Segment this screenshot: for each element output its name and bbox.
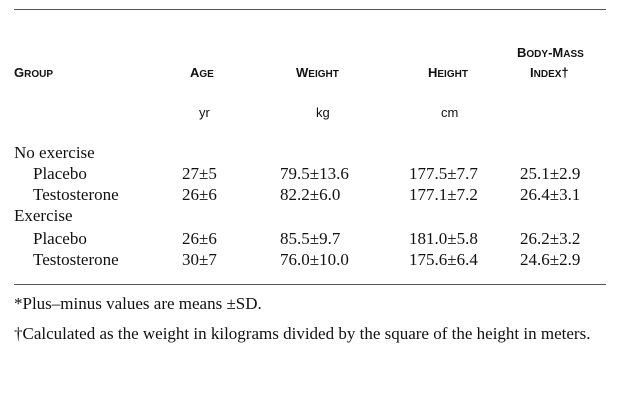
header-weight-text: WEIGHT <box>296 65 339 80</box>
section-label-text: Exercise <box>14 206 73 225</box>
header-bmi-line2-text: INDEX† <box>530 65 569 80</box>
cell-bmi: 26.4±3.1 <box>520 185 581 204</box>
bottom-rule <box>14 284 606 285</box>
top-rule <box>14 9 606 10</box>
table-row: Testosterone 30±7 76.0±10.0 175.6±6.4 24… <box>0 249 620 270</box>
header-height: HEIGHT <box>428 65 468 80</box>
unit-weight: kg <box>316 105 330 120</box>
cell-height: 175.6±6.4 <box>409 250 478 269</box>
table-row: Placebo 26±6 85.5±9.7 181.0±5.8 26.2±3.2 <box>0 228 620 249</box>
cell-weight: 82.2±6.0 <box>280 185 341 204</box>
cell-weight: 79.5±13.6 <box>280 164 349 183</box>
cell-bmi: 24.6±2.9 <box>520 250 581 269</box>
unit-age: yr <box>199 105 210 120</box>
cell-weight: 85.5±9.7 <box>280 229 341 248</box>
table-row: Placebo 27±5 79.5±13.6 177.5±7.7 25.1±2.… <box>0 163 620 184</box>
cell-group: Testosterone <box>33 185 119 204</box>
cell-height: 181.0±5.8 <box>409 229 478 248</box>
header-bmi-line1-text: BODY-MASS <box>517 45 584 60</box>
cell-bmi: 26.2±3.2 <box>520 229 581 248</box>
cell-group: Placebo <box>33 164 87 183</box>
header-group: GROUP <box>14 65 53 80</box>
cell-bmi: 25.1±2.9 <box>520 164 581 183</box>
header-group-text: GROUP <box>14 65 54 80</box>
cell-age: 27±5 <box>182 164 217 183</box>
table-row: Testosterone 26±6 82.2±6.0 177.1±7.2 26.… <box>0 184 620 205</box>
cell-group: Testosterone <box>33 250 119 269</box>
section-label: Exercise <box>0 205 620 226</box>
section-label: No exercise <box>0 142 620 163</box>
header-bmi-line1: BODY-MASS <box>517 45 584 60</box>
header-age-text: AGE <box>190 65 214 80</box>
cell-age: 26±6 <box>182 185 217 204</box>
header-age: AGE <box>190 65 214 80</box>
cell-height: 177.1±7.2 <box>409 185 478 204</box>
header-height-text: HEIGHT <box>428 65 468 80</box>
header-weight: WEIGHT <box>296 65 339 80</box>
header-bmi-line2: INDEX† <box>530 65 569 80</box>
section-label-text: No exercise <box>14 143 95 162</box>
unit-height: cm <box>441 105 459 120</box>
cell-height: 177.5±7.7 <box>409 164 478 183</box>
footnote-bmi: †Calculated as the weight in kilograms d… <box>14 324 591 343</box>
cell-age: 26±6 <box>182 229 217 248</box>
cell-weight: 76.0±10.0 <box>280 250 349 269</box>
footnote-sd: *Plus–minus values are means ±SD. <box>14 294 262 313</box>
cell-group: Placebo <box>33 229 87 248</box>
cell-age: 30±7 <box>182 250 217 269</box>
